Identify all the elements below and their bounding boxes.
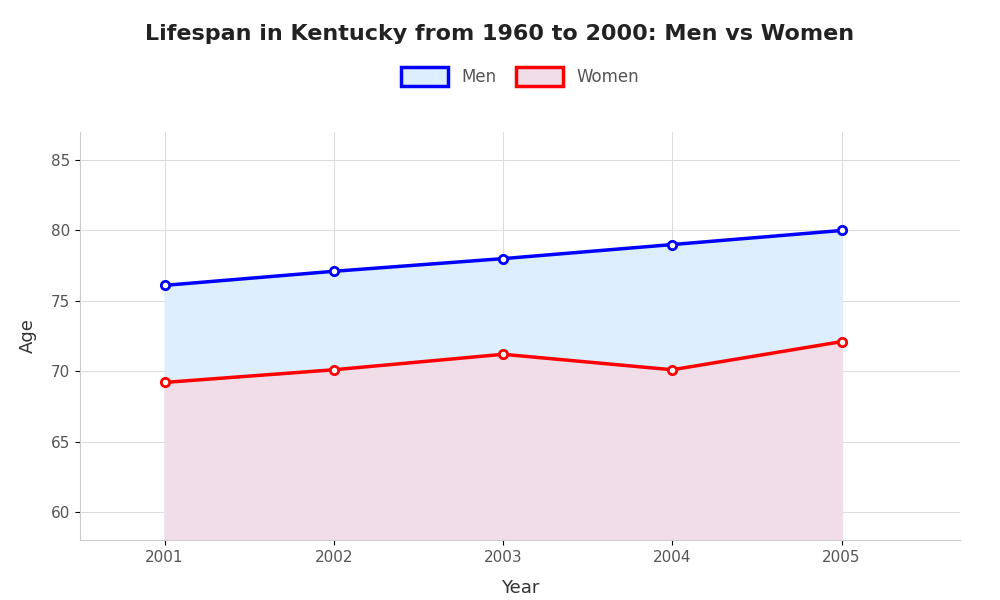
Y-axis label: Age: Age (19, 319, 37, 353)
Legend: Men, Women: Men, Women (401, 67, 639, 86)
X-axis label: Year: Year (501, 578, 539, 596)
Text: Lifespan in Kentucky from 1960 to 2000: Men vs Women: Lifespan in Kentucky from 1960 to 2000: … (145, 24, 855, 44)
